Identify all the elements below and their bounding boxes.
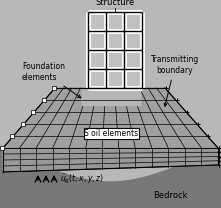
Bar (10, 134, 14, 138)
Polygon shape (3, 148, 218, 172)
Text: Transmitting
boundary: Transmitting boundary (151, 55, 199, 106)
Polygon shape (3, 88, 218, 148)
Text: Foundation
elements: Foundation elements (22, 62, 81, 98)
Polygon shape (82, 88, 140, 105)
FancyBboxPatch shape (84, 128, 139, 139)
Text: Bedrock: Bedrock (153, 191, 187, 199)
Polygon shape (0, 150, 221, 208)
Bar (21, 122, 25, 126)
Bar (31, 110, 35, 114)
Text: S oil elements: S oil elements (84, 129, 138, 137)
Text: $\ddot{u}_R(t,x,y,z)$: $\ddot{u}_R(t,x,y,z)$ (60, 172, 104, 186)
Bar (42, 98, 46, 102)
Polygon shape (88, 12, 142, 88)
Bar (52, 86, 56, 90)
Bar (0, 146, 4, 150)
Text: Structure: Structure (95, 0, 135, 7)
